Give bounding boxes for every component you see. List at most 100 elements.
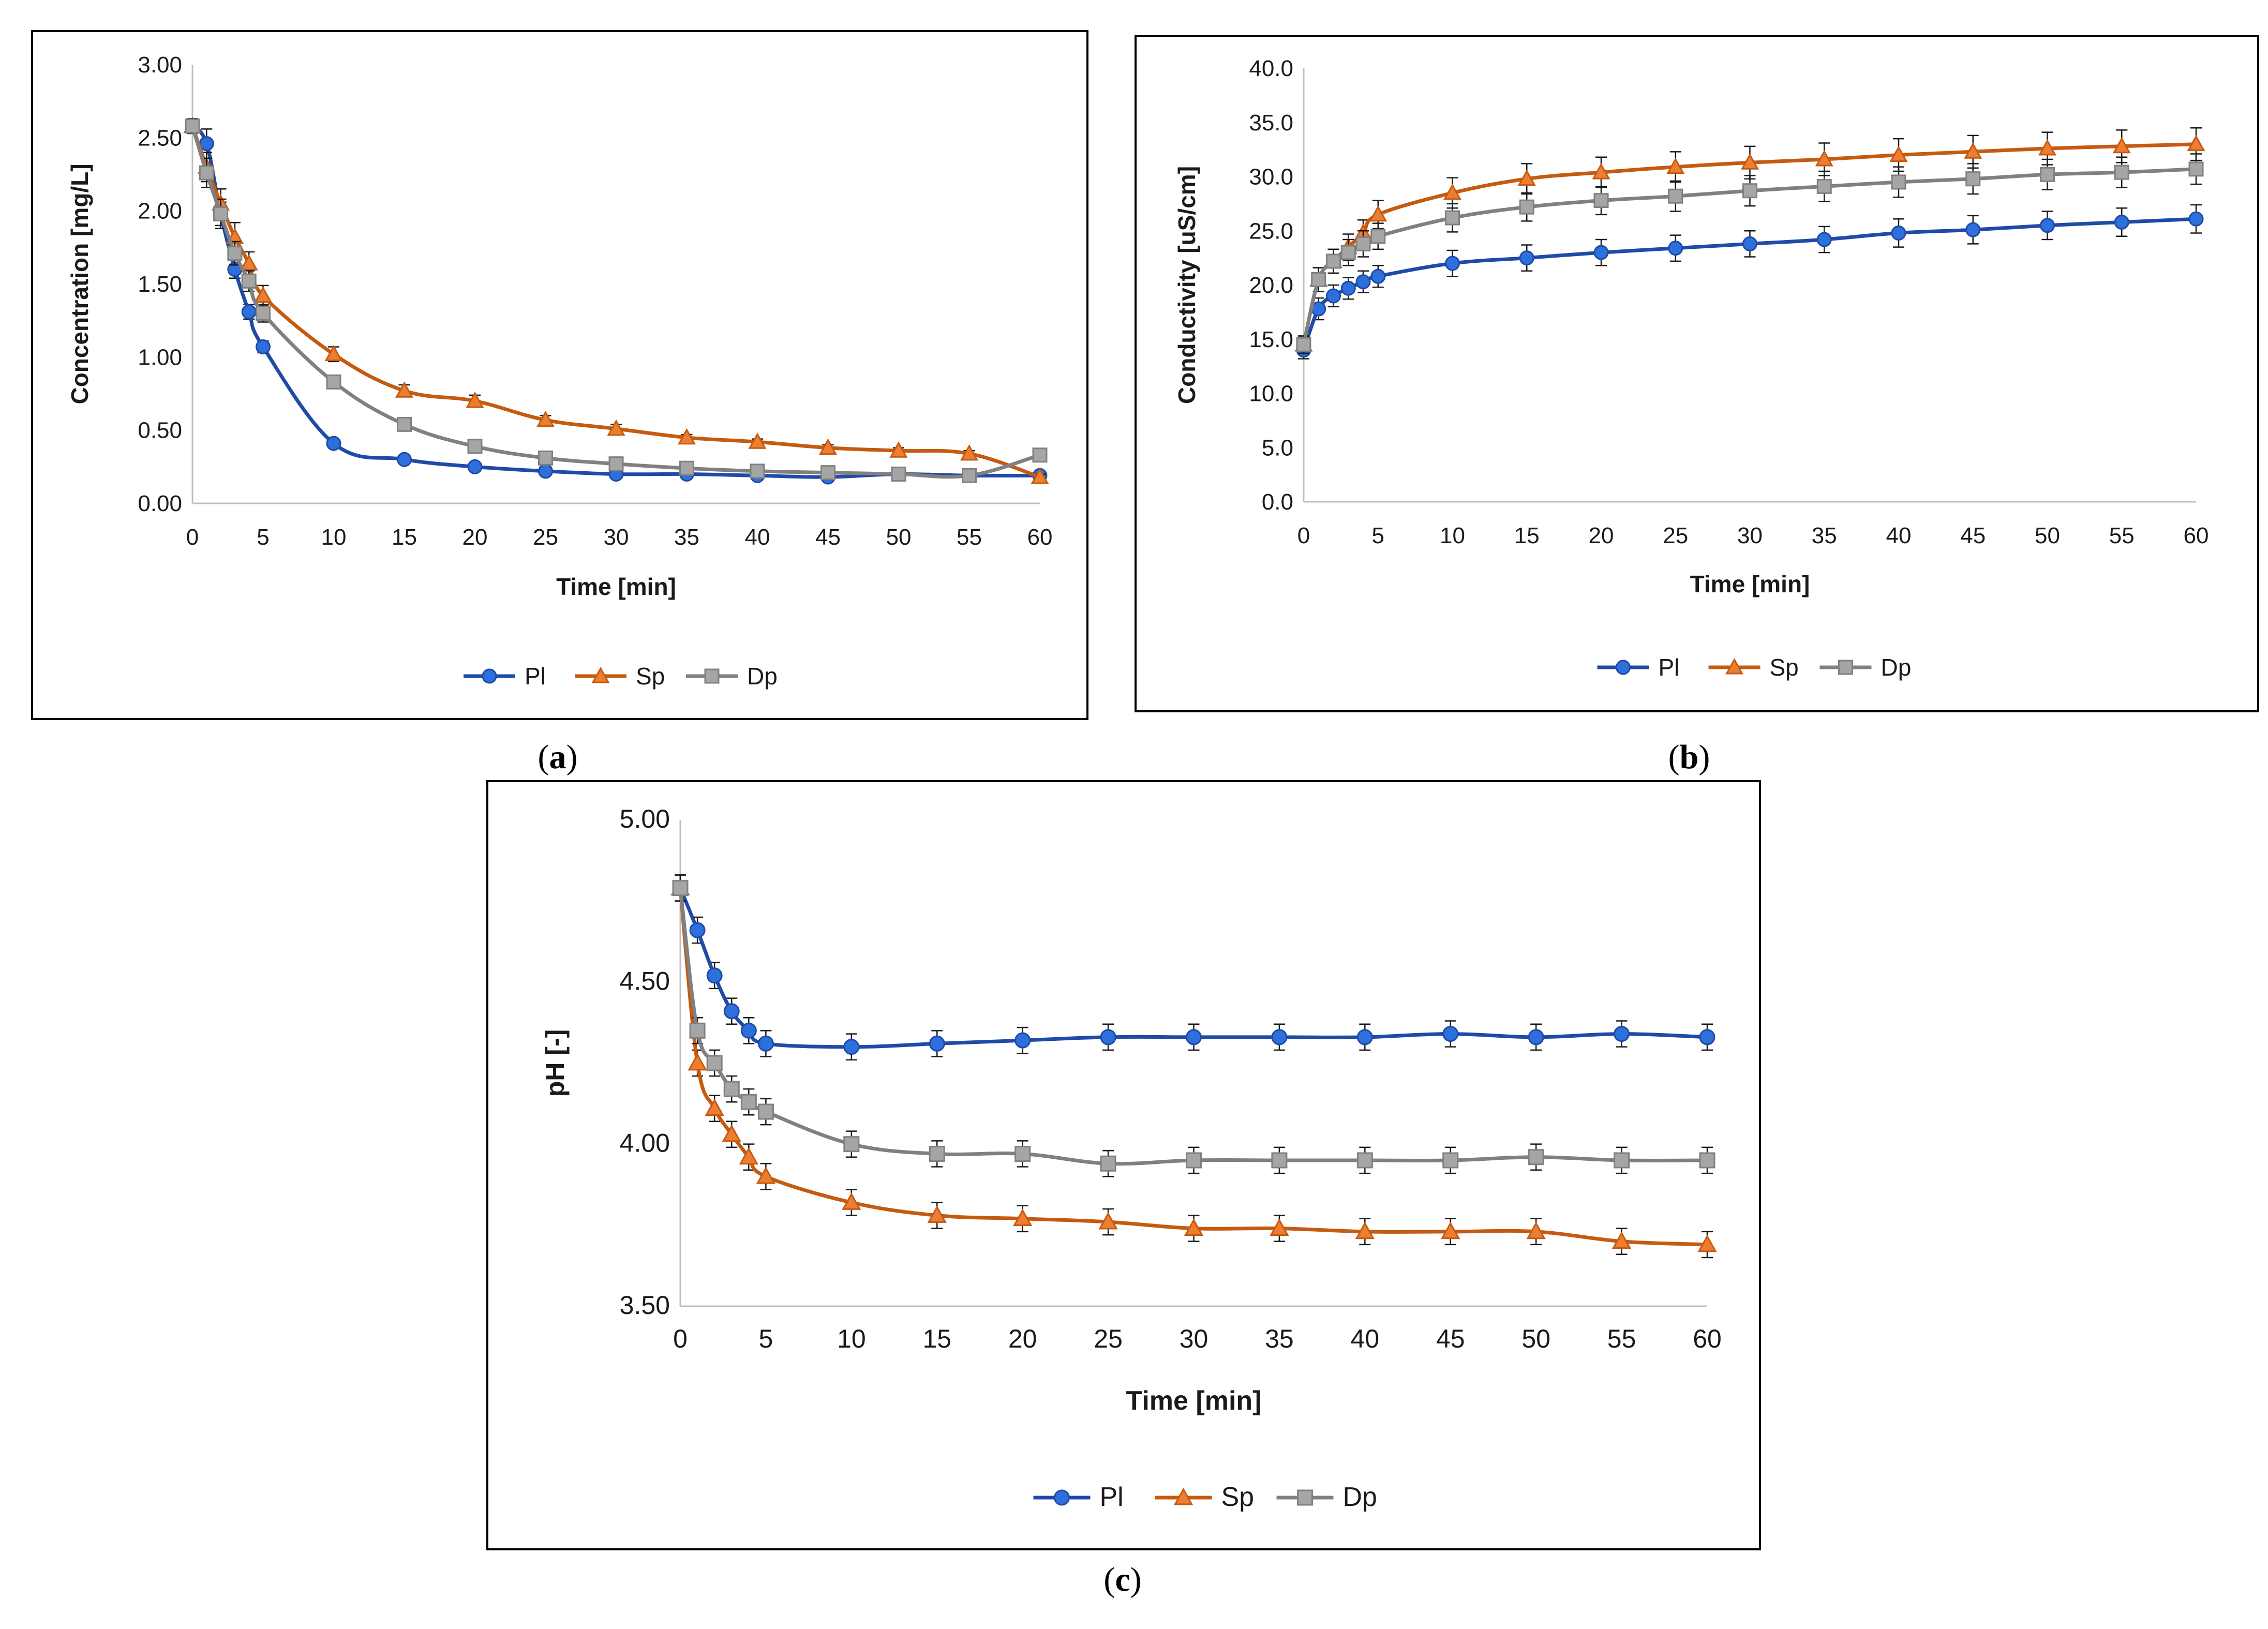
y-tick-label: 0.0 (1262, 489, 1293, 515)
data-point-Pl (1340, 280, 1356, 296)
data-point-Dp (1593, 193, 1609, 208)
series-line-Sp (678, 888, 1708, 1247)
data-point-Sp (1815, 150, 1833, 167)
legend-swatch-marker (704, 668, 720, 684)
data-point-Pl (2040, 218, 2055, 233)
data-point-Sp (466, 392, 484, 408)
data-point-Sp (1031, 468, 1049, 484)
x-tick-label: 0 (1297, 523, 1310, 548)
data-point-Pl (326, 436, 341, 451)
x-tick-label: 15 (1514, 523, 1540, 548)
x-tick-label: 35 (1265, 1324, 1294, 1353)
data-point-Sp (889, 441, 908, 458)
x-tick-label: 0 (186, 525, 199, 550)
x-tick-label: 10 (837, 1324, 866, 1353)
panel-a-plot: 0.00 0.50 1.00 1.50 2.00 2.50 3.00 0 5 10 15 20 25 30… (66, 52, 1052, 690)
data-point-Sp (756, 1167, 776, 1184)
x-tick-label: 60 (1027, 525, 1053, 550)
data-point-Dp (1014, 1145, 1031, 1162)
data-point-Dp (757, 1103, 774, 1120)
y-tick-label: 0.00 (138, 491, 182, 516)
data-point-Dp (929, 1145, 945, 1162)
data-point-Pl (467, 459, 483, 474)
data-point-Pl (2114, 214, 2129, 230)
x-tick-label: 5 (1372, 523, 1384, 548)
data-point-Pl (1445, 256, 1460, 271)
data-point-Dp (538, 450, 553, 466)
data-point-Pl (1014, 1032, 1031, 1049)
data-point-Pl (1668, 241, 1683, 256)
series-Dp (672, 874, 1715, 1177)
caption-a: (a) (538, 738, 578, 776)
data-point-Dp (185, 118, 200, 134)
data-point-Sp (842, 1192, 861, 1210)
data-point-Sp (1964, 142, 1982, 159)
y-tick-label: 4.50 (620, 966, 670, 995)
x-tick-label: 50 (886, 525, 912, 550)
x-tick-label: 0 (673, 1324, 688, 1353)
data-point-Pl (538, 464, 553, 479)
data-point-Dp (820, 465, 835, 481)
y-tick-label: 2.00 (138, 199, 182, 224)
x-tick-label: 45 (1960, 523, 1986, 548)
series-Dp (1296, 153, 2204, 354)
data-point-Dp (199, 165, 214, 181)
data-point-Dp (256, 306, 271, 321)
data-point-Dp (1742, 183, 1757, 199)
data-point-Dp (740, 1094, 757, 1110)
legend-label: Sp (636, 663, 665, 690)
data-point-Sp (1697, 1234, 1717, 1252)
x-tick-label: 55 (957, 525, 982, 550)
panel-a: 0.00 0.50 1.00 1.50 2.00 2.50 3.00 0 5 10 15 20 25 30… (31, 30, 1088, 720)
data-point-Dp (750, 464, 765, 479)
data-point-Sp (1270, 1218, 1289, 1236)
data-point-Dp (1614, 1152, 1630, 1169)
x-tick-label: 25 (533, 525, 558, 550)
x-tick-label: 15 (922, 1324, 951, 1353)
data-point-Dp (241, 273, 257, 289)
x-tick-label: 10 (321, 525, 347, 550)
panel-b-frame (1135, 35, 2259, 712)
data-point-Dp (706, 1055, 723, 1071)
data-point-Sp (2187, 134, 2205, 152)
x-tick-label: 35 (1812, 523, 1837, 548)
data-point-Dp (1032, 447, 1048, 463)
caption-c-letter: c (1115, 1561, 1130, 1598)
data-point-Pl (1891, 225, 1906, 241)
legend-label: Sp (1770, 654, 1799, 681)
x-tick-label: 50 (1521, 1324, 1550, 1353)
legend: Pl Sp Dp (1033, 1482, 1377, 1512)
data-point-Sp (1441, 1221, 1460, 1239)
data-point-Dp (1445, 210, 1460, 226)
data-point-Sp (739, 1147, 758, 1165)
data-point-Dp (213, 206, 229, 221)
legend-swatch-marker (1054, 1489, 1070, 1506)
data-point-Dp (1699, 1152, 1715, 1169)
legend-item-Pl: Pl (1033, 1482, 1124, 1512)
x-axis-title: Time [min] (1126, 1386, 1262, 1416)
y-tick-label: 2.50 (138, 125, 182, 151)
x-tick-label: 35 (674, 525, 699, 550)
legend-item-Dp: Dp (1819, 654, 1911, 681)
x-tick-label: 25 (1663, 523, 1688, 548)
x-tick-label: 45 (1436, 1324, 1465, 1353)
x-tick-label: 55 (2109, 523, 2135, 548)
data-point-Pl (689, 922, 706, 938)
x-tick-label: 55 (1607, 1324, 1636, 1353)
y-tick-label: 3.00 (138, 52, 182, 78)
data-point-Dp (1355, 236, 1371, 251)
data-point-Dp (962, 468, 977, 483)
data-point-Pl (1355, 274, 1371, 290)
data-point-Dp (2114, 165, 2129, 180)
data-point-Dp (397, 416, 412, 432)
data-point-Sp (748, 432, 767, 449)
y-tick-label: 10.0 (1249, 381, 1293, 407)
y-axis-title: Conductivity [uS/cm] (1173, 166, 1200, 404)
x-tick-label: 40 (745, 525, 770, 550)
data-point-Sp (1369, 205, 1387, 222)
data-point-Dp (689, 1022, 706, 1039)
legend-item-Sp: Sp (575, 663, 665, 690)
data-point-Sp (395, 381, 413, 398)
data-point-Pl (1326, 288, 1341, 304)
